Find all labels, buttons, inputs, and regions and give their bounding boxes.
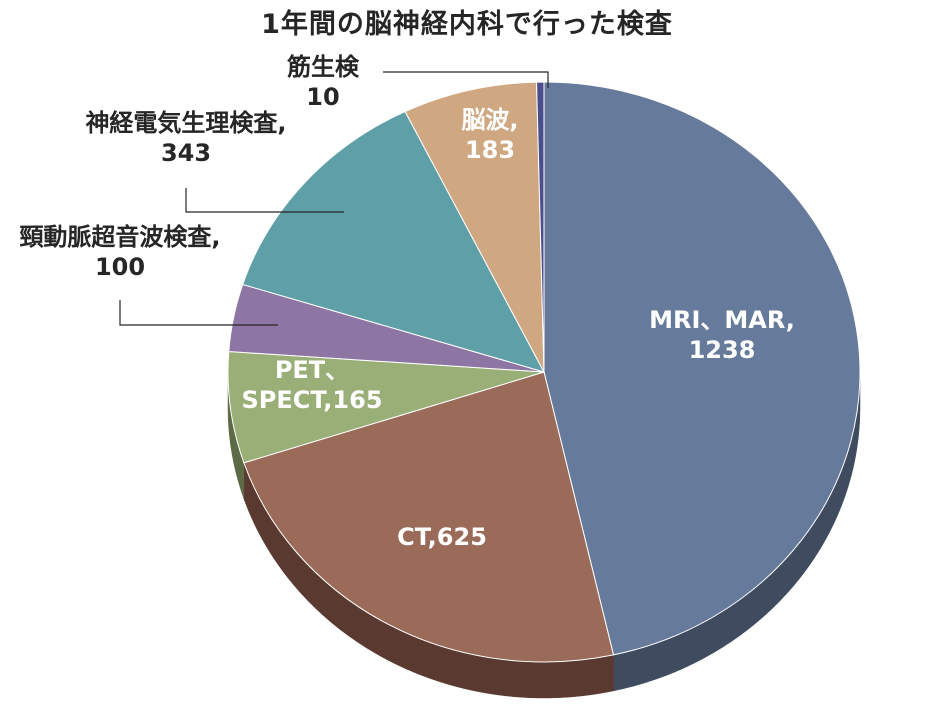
data-label-4: 神経電気生理検査, 343 <box>85 109 286 167</box>
pie-slice-5[interactable] <box>404 81 545 373</box>
data-label-3-line-1: 100 <box>95 253 145 281</box>
data-label-3: 頸動脈超音波検査, 100 <box>19 223 220 281</box>
leader-line-3 <box>119 300 278 326</box>
data-label-0-line-1: 1238 <box>689 336 756 364</box>
data-label-3-line-0: 頸動脈超音波検査, <box>19 223 220 251</box>
data-label-0: MRI、MAR, 1238 <box>649 306 795 364</box>
pie-slice-4[interactable] <box>242 110 545 373</box>
data-label-6: 筋生検 10 <box>286 53 360 111</box>
data-label-6-line-0: 筋生検 <box>286 53 360 81</box>
chart-title: 1年間の脳神経内科で行った検査 <box>261 9 673 40</box>
data-label-5-line-0: 脳波, <box>461 106 518 134</box>
leader-line-6 <box>383 71 549 88</box>
leader-line-4 <box>185 188 344 213</box>
data-label-0-line-0: MRI、MAR, <box>649 306 795 334</box>
data-label-1-line-0: CT,625 <box>397 523 487 551</box>
data-label-6-line-1: 10 <box>306 83 339 111</box>
pie-slice-0[interactable] <box>543 81 861 656</box>
pie-slice-2[interactable] <box>227 350 545 464</box>
data-label-5-line-1: 183 <box>465 136 515 164</box>
pie-slice-1[interactable] <box>243 371 615 663</box>
pie-slice-6[interactable] <box>536 81 545 373</box>
data-label-5: 脳波, 183 <box>461 106 518 164</box>
data-label-2-line-1: SPECT,165 <box>241 386 382 414</box>
data-label-2: PET、 SPECT,165 <box>241 356 382 414</box>
data-label-2-line-0: PET、 <box>275 356 349 384</box>
data-label-4-line-1: 343 <box>161 139 211 167</box>
data-label-1: CT,625 <box>397 523 487 551</box>
data-label-4-line-0: 神経電気生理検査, <box>85 109 286 137</box>
